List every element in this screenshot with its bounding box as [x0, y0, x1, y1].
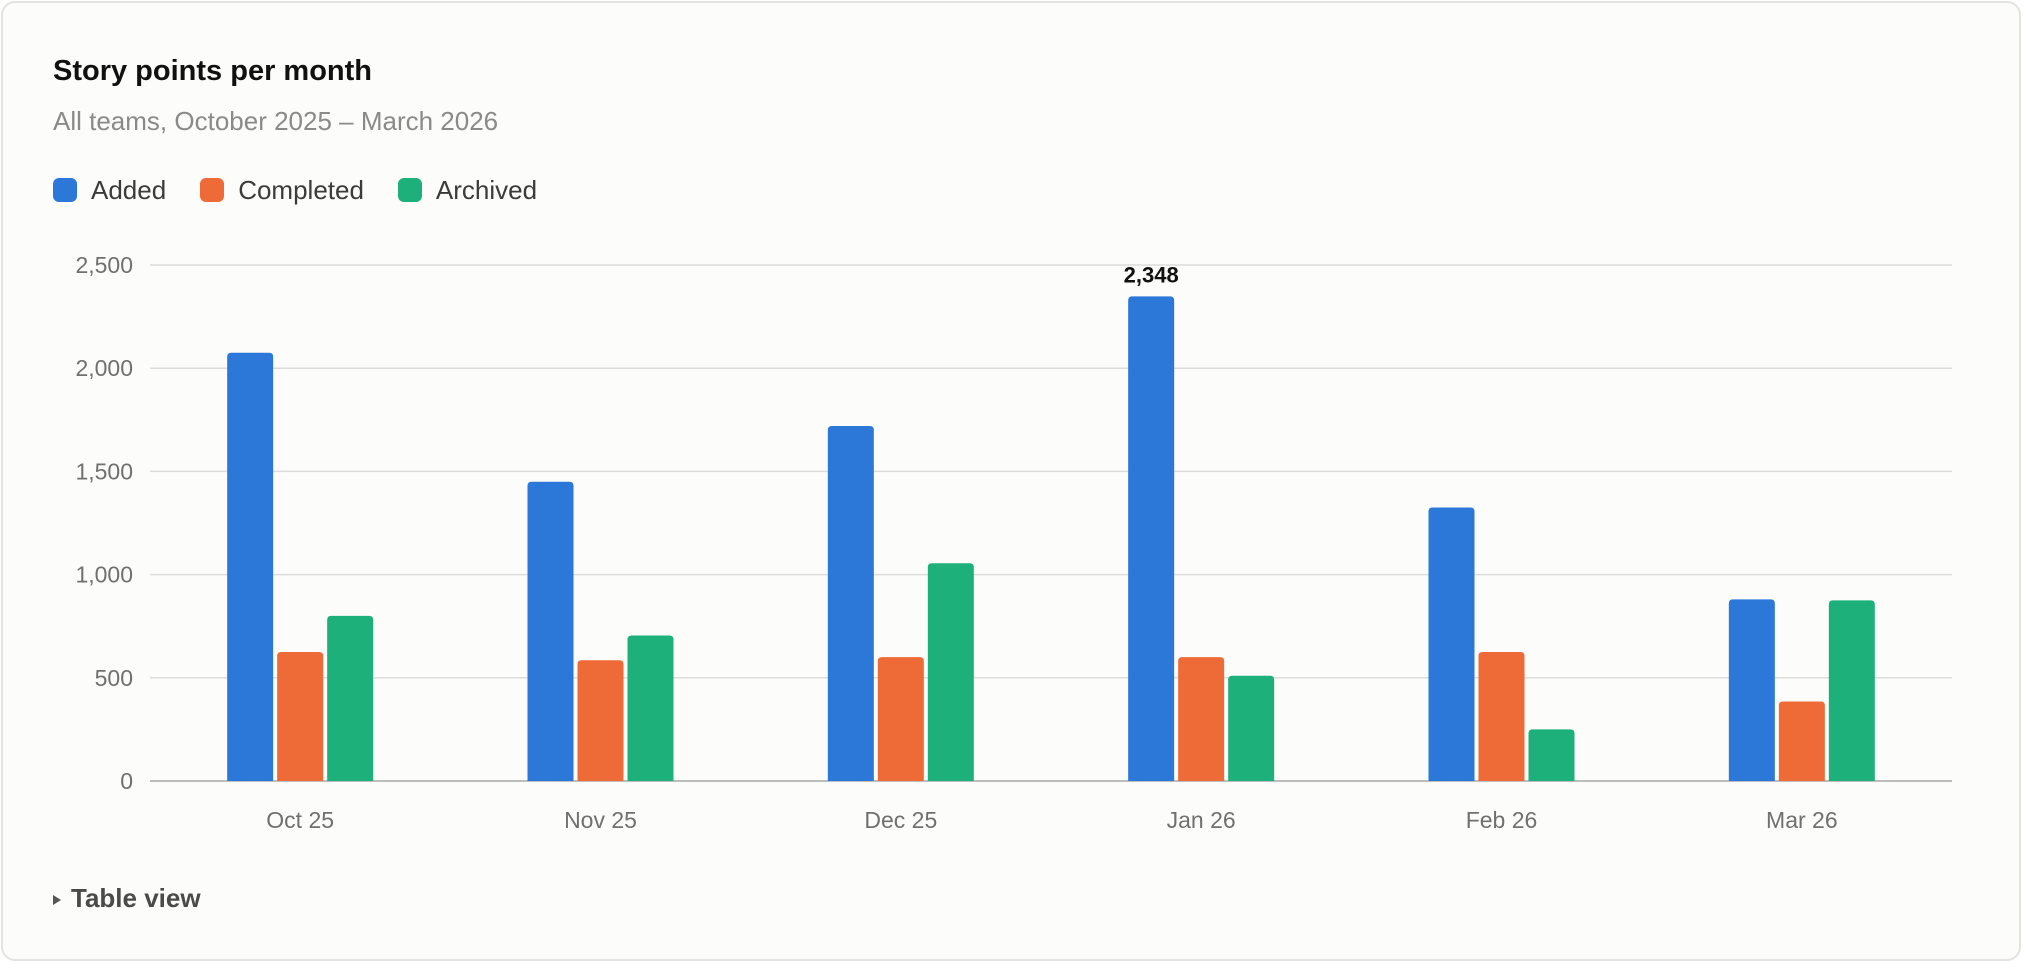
x-tick-label: Feb 26 [1466, 807, 1538, 833]
data-label: 2,348 [1124, 262, 1179, 287]
bar-added [1128, 296, 1175, 781]
chart-legend: Added Completed Archived [53, 173, 571, 207]
table-view-label: Table view [71, 883, 201, 913]
bar-completed [1478, 652, 1525, 781]
bar-completed [577, 660, 624, 781]
x-tick-label: Nov 25 [564, 807, 637, 833]
legend-label-added: Added [91, 174, 167, 205]
bar-completed [277, 652, 324, 781]
legend-item-archived: Archived [397, 174, 538, 206]
bar-completed [877, 657, 924, 781]
y-tick-label: 0 [120, 768, 133, 794]
bar-added [227, 352, 274, 781]
bar-added [527, 481, 574, 781]
x-tick-label: Mar 26 [1766, 807, 1838, 833]
bar-added [827, 425, 874, 781]
bar-added [1728, 599, 1775, 781]
y-tick-label: 2,500 [75, 252, 133, 278]
legend-swatch-archived [397, 178, 422, 202]
legend-swatch-completed [200, 178, 225, 202]
bar-archived [1828, 600, 1875, 781]
bar-archived [1528, 729, 1575, 781]
bar-archived [327, 615, 374, 781]
x-tick-label: Oct 25 [266, 807, 334, 833]
legend-item-added: Added [53, 175, 166, 206]
legend-item-completed: Completed [200, 175, 364, 206]
bar-archived [627, 635, 674, 781]
y-tick-label: 1,000 [75, 562, 133, 588]
bar-completed [1778, 701, 1825, 781]
table-view-toggle[interactable]: Table view [53, 883, 201, 914]
y-tick-label: 500 [95, 665, 133, 691]
bar-added [1428, 507, 1475, 781]
legend-label-completed: Completed [238, 174, 364, 205]
y-tick-label: 1,500 [75, 458, 133, 484]
chart-subtitle: All teams, October 2025 – March 2026 [53, 106, 499, 136]
legend-swatch-added [53, 178, 77, 202]
x-tick-label: Jan 26 [1167, 807, 1236, 833]
bar-archived [1228, 675, 1275, 781]
x-tick-label: Dec 25 [864, 807, 937, 833]
bar-archived [927, 563, 974, 781]
bar-completed [1178, 657, 1225, 781]
disclosure-triangle-icon [53, 894, 61, 905]
legend-label-archived: Archived [435, 174, 538, 205]
chart-title: Story points per month [53, 55, 372, 87]
y-tick-label: 2,000 [75, 355, 133, 381]
